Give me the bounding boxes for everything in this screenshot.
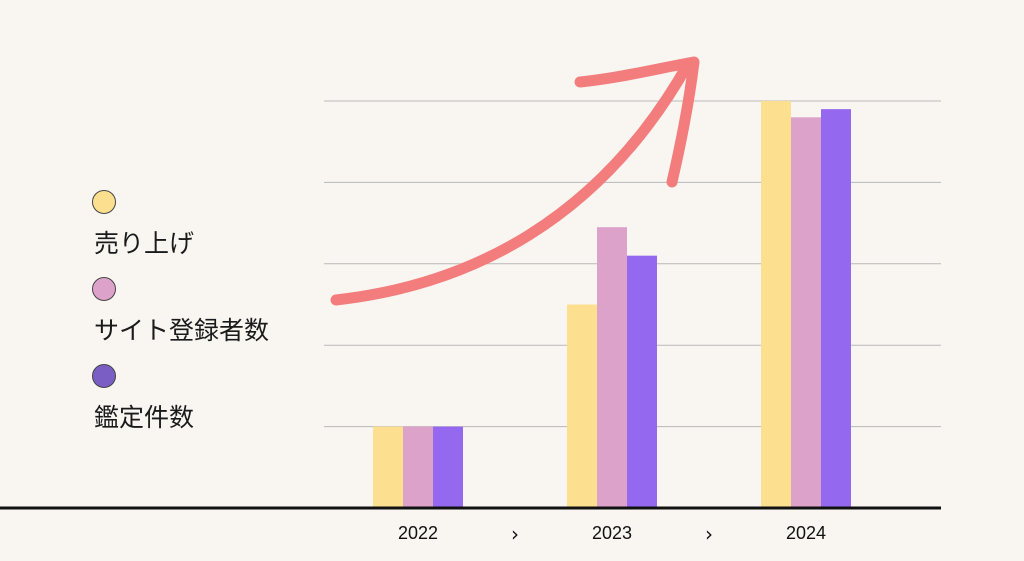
bar-2024-series-0 [761,101,791,508]
bar-2024-series-2 [821,109,851,508]
trend-arrow-head [574,56,700,188]
bar-2023-series-0 [567,304,597,508]
legend-label-registrations: サイト登録者数 [94,316,270,345]
trend-arrow [330,58,694,306]
x-tick-label: 2024 [786,523,826,543]
x-tick-labels: 2022 › 2023 › 2024 [398,522,826,546]
bars [373,101,851,509]
x-tick-separator: › [511,522,519,546]
legend-dot-sales [92,190,116,214]
bar-2023-series-1 [597,227,627,509]
legend-label-sales: 売り上げ [94,229,195,258]
bar-2022-series-0 [373,426,403,508]
x-tick-separator: › [705,522,713,546]
bar-2022-series-1 [403,426,433,508]
x-tick-label: 2023 [592,523,632,543]
bar-2024-series-1 [791,117,821,508]
bar-2023-series-2 [627,255,657,508]
legend-label-readings: 鑑定件数 [94,403,195,432]
legend-dot-registrations [92,277,116,301]
x-tick-label: 2022 [398,523,438,543]
bar-2022-series-2 [433,426,463,508]
legend-dot-readings [92,364,116,388]
